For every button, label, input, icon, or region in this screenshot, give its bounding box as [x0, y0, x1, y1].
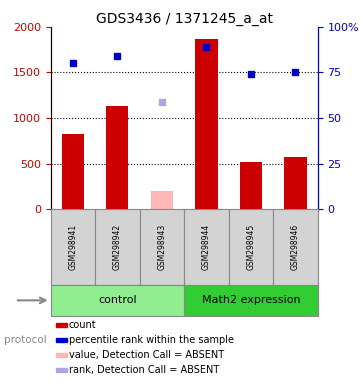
Bar — [56, 353, 67, 357]
Text: rank, Detection Call = ABSENT: rank, Detection Call = ABSENT — [69, 365, 219, 375]
Text: GSM298942: GSM298942 — [113, 224, 122, 270]
Bar — [51, 209, 95, 285]
Text: percentile rank within the sample: percentile rank within the sample — [69, 335, 234, 345]
Text: GSM298944: GSM298944 — [202, 224, 211, 270]
Bar — [184, 285, 318, 316]
Text: count: count — [69, 319, 97, 329]
Bar — [140, 209, 184, 285]
Bar — [184, 209, 229, 285]
Bar — [51, 285, 184, 316]
Bar — [106, 106, 129, 209]
Text: control: control — [98, 295, 136, 305]
Bar — [62, 134, 84, 209]
Text: value, Detection Call = ABSENT: value, Detection Call = ABSENT — [69, 350, 224, 360]
Bar — [240, 162, 262, 209]
Bar — [229, 209, 273, 285]
Text: Math2 expression: Math2 expression — [201, 295, 300, 305]
Text: GSM298941: GSM298941 — [68, 224, 77, 270]
Text: GSM298945: GSM298945 — [247, 224, 255, 270]
Bar — [195, 39, 217, 209]
Text: GSM298946: GSM298946 — [291, 224, 300, 270]
Bar — [95, 209, 140, 285]
Bar — [56, 368, 67, 372]
Bar — [56, 338, 67, 342]
Bar — [151, 191, 173, 209]
Bar — [56, 323, 67, 327]
Text: protocol: protocol — [4, 335, 46, 345]
Title: GDS3436 / 1371245_a_at: GDS3436 / 1371245_a_at — [96, 12, 273, 26]
Bar — [284, 157, 306, 209]
Text: GSM298943: GSM298943 — [157, 224, 166, 270]
Bar — [273, 209, 318, 285]
